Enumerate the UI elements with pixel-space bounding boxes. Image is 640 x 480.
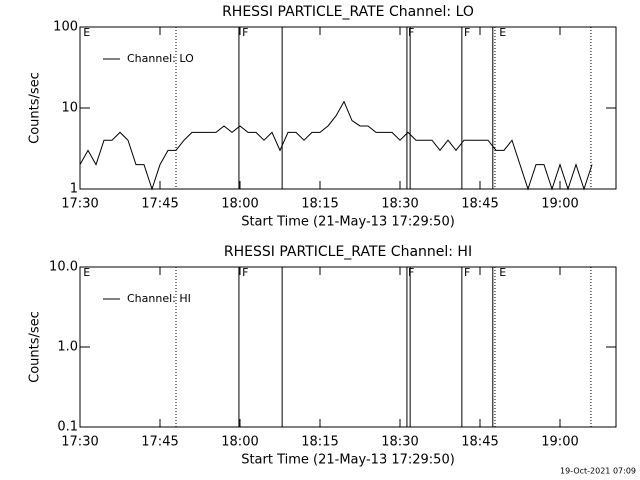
chart-title: RHESSI PARTICLE_RATE Channel: HI: [224, 244, 472, 260]
x-tick-label: 19:00: [541, 197, 578, 212]
x-tick-label: 18:00: [221, 435, 258, 450]
x-tick-label: 17:45: [141, 435, 178, 450]
event-label: F: [242, 26, 248, 39]
legend-label: Channel: LO: [127, 52, 194, 65]
x-tick-label: 17:30: [61, 435, 98, 450]
y-axis-label: Counts/sec: [28, 311, 43, 383]
x-tick-label: 18:45: [461, 197, 498, 212]
event-label: E: [499, 26, 506, 39]
x-tick-label: 18:15: [301, 435, 338, 450]
y-tick-label: 0.1: [57, 420, 78, 435]
x-axis-label: Start Time (21-May-13 17:29:50): [241, 215, 455, 230]
event-label: F: [242, 266, 248, 279]
footer: 19-Oct-2021 07:09: [560, 467, 636, 476]
x-axis-label: Start Time (21-May-13 17:29:50): [241, 453, 455, 468]
y-tick-label: 1.0: [57, 340, 78, 355]
x-tick-label: 18:30: [381, 435, 418, 450]
event-label: E: [83, 266, 90, 279]
x-tick-label: 18:15: [301, 197, 338, 212]
x-tick-label: 18:30: [381, 197, 418, 212]
x-tick-label: 17:45: [141, 197, 178, 212]
x-tick-label: 17:30: [61, 197, 98, 212]
y-tick-label: 10: [61, 101, 78, 116]
event-label: E: [83, 26, 90, 39]
data-line: [79, 100, 593, 191]
legend-label: Channel: HI: [127, 292, 191, 305]
event-label: F: [408, 26, 414, 39]
y-tick-label: 1: [70, 182, 78, 197]
event-label: F: [464, 26, 470, 39]
x-tick-label: 18:00: [221, 197, 258, 212]
y-tick-label: 100: [53, 20, 78, 35]
chart-title: RHESSI PARTICLE_RATE Channel: LO: [222, 4, 474, 20]
event-label: F: [464, 266, 470, 279]
y-axis-label: Counts/sec: [28, 72, 43, 144]
x-tick-label: 19:00: [541, 435, 578, 450]
y-tick-label: 10.0: [49, 260, 78, 275]
x-tick-label: 18:45: [461, 435, 498, 450]
event-label: E: [499, 266, 506, 279]
event-label: F: [408, 266, 414, 279]
